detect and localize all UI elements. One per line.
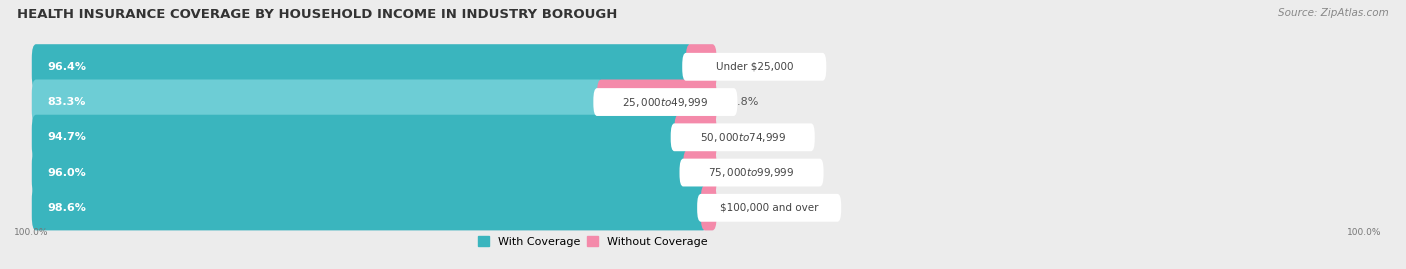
Text: HEALTH INSURANCE COVERAGE BY HOUSEHOLD INCOME IN INDUSTRY BOROUGH: HEALTH INSURANCE COVERAGE BY HOUSEHOLD I…	[17, 8, 617, 21]
FancyBboxPatch shape	[32, 79, 717, 125]
Text: Source: ZipAtlas.com: Source: ZipAtlas.com	[1278, 8, 1389, 18]
Text: 1.4%: 1.4%	[724, 203, 752, 213]
Text: $75,000 to $99,999: $75,000 to $99,999	[709, 166, 794, 179]
FancyBboxPatch shape	[593, 88, 737, 116]
FancyBboxPatch shape	[32, 115, 717, 160]
FancyBboxPatch shape	[32, 44, 692, 89]
FancyBboxPatch shape	[675, 115, 717, 160]
Text: 5.3%: 5.3%	[724, 132, 752, 142]
Legend: With Coverage, Without Coverage: With Coverage, Without Coverage	[478, 236, 707, 247]
Text: 94.7%: 94.7%	[48, 132, 86, 142]
Text: $50,000 to $74,999: $50,000 to $74,999	[700, 131, 786, 144]
FancyBboxPatch shape	[32, 79, 603, 125]
Text: 3.6%: 3.6%	[724, 62, 752, 72]
FancyBboxPatch shape	[679, 159, 824, 186]
FancyBboxPatch shape	[32, 44, 717, 89]
FancyBboxPatch shape	[32, 115, 681, 160]
FancyBboxPatch shape	[686, 44, 717, 89]
Text: $25,000 to $49,999: $25,000 to $49,999	[623, 95, 709, 109]
Text: 16.8%: 16.8%	[724, 97, 759, 107]
FancyBboxPatch shape	[700, 185, 717, 230]
Text: 98.6%: 98.6%	[48, 203, 86, 213]
FancyBboxPatch shape	[697, 194, 841, 222]
Text: 83.3%: 83.3%	[48, 97, 86, 107]
FancyBboxPatch shape	[32, 150, 717, 195]
FancyBboxPatch shape	[32, 150, 689, 195]
Text: 4.0%: 4.0%	[724, 168, 752, 178]
FancyBboxPatch shape	[682, 53, 827, 81]
Text: 96.0%: 96.0%	[48, 168, 86, 178]
FancyBboxPatch shape	[32, 185, 717, 230]
FancyBboxPatch shape	[598, 79, 717, 125]
FancyBboxPatch shape	[671, 123, 814, 151]
FancyBboxPatch shape	[683, 150, 717, 195]
FancyBboxPatch shape	[32, 185, 707, 230]
Text: $100,000 and over: $100,000 and over	[720, 203, 818, 213]
Text: 96.4%: 96.4%	[48, 62, 86, 72]
Text: Under $25,000: Under $25,000	[716, 62, 793, 72]
Text: 100.0%: 100.0%	[14, 228, 49, 237]
Text: 100.0%: 100.0%	[1347, 228, 1382, 237]
